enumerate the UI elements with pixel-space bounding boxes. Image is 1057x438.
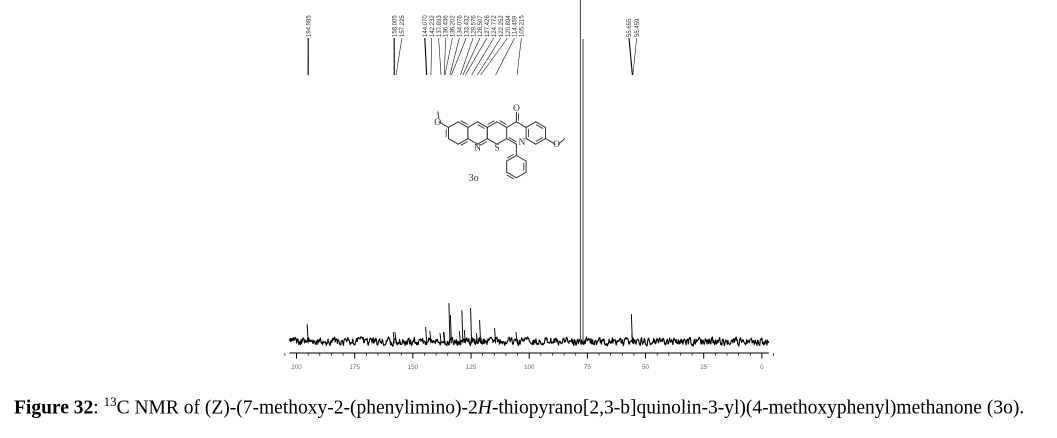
svg-text:55.459: 55.459 <box>635 18 641 37</box>
svg-text:O: O <box>553 140 560 150</box>
svg-text:100: 100 <box>524 364 535 371</box>
svg-text:3o: 3o <box>469 173 479 184</box>
svg-text:137.893: 137.893 <box>437 15 443 37</box>
svg-text:N: N <box>518 138 525 148</box>
svg-text:158.005: 158.005 <box>392 15 398 37</box>
svg-text:O: O <box>434 118 441 128</box>
svg-text:142.232: 142.232 <box>430 15 436 37</box>
svg-text:25: 25 <box>700 364 708 371</box>
svg-text:157.225: 157.225 <box>400 15 406 37</box>
svg-text:150: 150 <box>408 364 419 371</box>
svg-text:O: O <box>513 104 520 114</box>
svg-text:129.576: 129.576 <box>471 15 477 37</box>
svg-text:105.215: 105.215 <box>520 15 526 37</box>
svg-text:0: 0 <box>760 364 764 371</box>
svg-text:55.655: 55.655 <box>627 18 633 37</box>
svg-text:194.985: 194.985 <box>306 15 312 37</box>
svg-text:127.426: 127.426 <box>485 15 491 37</box>
svg-text:S: S <box>494 144 499 154</box>
svg-text:124.772: 124.772 <box>492 15 498 37</box>
svg-text:134.076: 134.076 <box>458 15 464 37</box>
svg-text:N: N <box>474 144 481 154</box>
svg-text:136.202: 136.202 <box>451 15 457 37</box>
svg-text:75: 75 <box>584 364 592 371</box>
svg-text:122.252: 122.252 <box>499 15 505 37</box>
svg-text:144.070: 144.070 <box>423 15 429 37</box>
svg-text:128.507: 128.507 <box>478 15 484 37</box>
svg-text:50: 50 <box>642 364 650 371</box>
svg-text:114.459: 114.459 <box>513 15 519 37</box>
svg-text:133.432: 133.432 <box>464 15 470 37</box>
svg-text:125: 125 <box>466 364 477 371</box>
svg-text:120.894: 120.894 <box>506 15 512 37</box>
svg-text:200: 200 <box>291 364 302 371</box>
svg-text:136.436: 136.436 <box>444 15 450 37</box>
svg-text:175: 175 <box>349 364 360 371</box>
